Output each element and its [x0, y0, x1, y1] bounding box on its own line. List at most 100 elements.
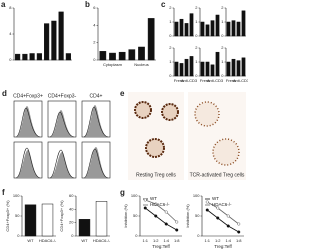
- y-tick-label: 0: [93, 57, 96, 62]
- bar: [138, 46, 145, 61]
- bar: [174, 61, 179, 77]
- y-tick-label: 0: [169, 73, 172, 78]
- y-tick-label: 50: [133, 213, 138, 218]
- y-tick-label: 100: [131, 193, 138, 198]
- y-tick-label: 2: [221, 5, 224, 10]
- bar: [184, 23, 189, 37]
- y-axis-label: CD4+Foxp3+ (%): [59, 200, 64, 232]
- bar: [231, 58, 236, 77]
- y-tick-label: 50: [195, 213, 200, 218]
- bar: [147, 18, 155, 61]
- legend-label: WT: [150, 196, 157, 201]
- y-tick-label: 8: [9, 5, 12, 10]
- y-tick-label: 2: [221, 45, 224, 50]
- bar: [128, 49, 136, 61]
- y-tick-label: 100: [193, 193, 200, 198]
- panel-letter: a: [1, 0, 6, 9]
- x-tick-label: WT: [27, 238, 34, 243]
- bar: [78, 219, 91, 237]
- y-tick-label: 1: [169, 19, 172, 24]
- column-header: CD4+Foxp3-: [48, 93, 77, 99]
- bar: [189, 56, 194, 77]
- point: [226, 214, 230, 218]
- panel-letter: g: [120, 188, 125, 197]
- y-tick-label: 1: [221, 59, 224, 64]
- axis: [97, 8, 156, 61]
- y-tick-label: 6: [93, 5, 96, 10]
- y-tick-label: 2: [195, 45, 198, 50]
- point: [237, 222, 241, 226]
- y-tick-label: 0: [71, 233, 74, 238]
- x-tick-label: 1:4: [163, 238, 169, 243]
- bar: [189, 13, 194, 37]
- bar: [241, 10, 246, 37]
- bar: [51, 20, 57, 61]
- y-tick-label: 1: [221, 19, 224, 24]
- y-tick-label: 50: [15, 213, 20, 218]
- bar: [236, 60, 241, 77]
- point: [216, 216, 220, 220]
- y-tick-label: 0: [197, 233, 200, 238]
- bar: [22, 53, 28, 61]
- y-tick-label: 2: [195, 5, 198, 10]
- figure: d CD4+Foxp3+ CD4+Foxp3- CD4+ e Resting T…: [1, 0, 248, 249]
- panel-letter: f: [2, 188, 5, 197]
- y-tick-label: 60: [69, 193, 74, 198]
- point: [143, 198, 147, 202]
- panel-letter: d: [2, 89, 7, 98]
- line: [145, 199, 178, 223]
- bar: [174, 21, 179, 37]
- bar: [15, 53, 21, 61]
- y-tick-label: 1: [169, 59, 172, 64]
- point: [164, 222, 168, 226]
- x-tick-label: 1:2: [153, 238, 159, 243]
- point: [143, 206, 147, 210]
- bar: [241, 57, 246, 77]
- point: [205, 208, 209, 212]
- legend-label: HDAC6-/-: [212, 202, 232, 207]
- line: [207, 209, 239, 233]
- point: [205, 200, 209, 204]
- x-axis-label: Treg:Teff: [152, 244, 170, 249]
- bar: [236, 21, 241, 37]
- bar: [179, 18, 184, 37]
- y-tick-label: 20: [69, 220, 74, 225]
- y-tick-label: 0: [135, 233, 138, 238]
- bar: [24, 204, 37, 237]
- bar: [210, 20, 215, 37]
- bar: [109, 52, 116, 61]
- y-tick-label: 100: [13, 193, 20, 198]
- bar: [44, 23, 50, 61]
- y-tick-label: 0: [195, 33, 198, 38]
- x-tick-label: 1:1: [142, 238, 148, 243]
- line: [207, 201, 239, 225]
- x-axis-label: Treg:Teff: [214, 244, 232, 249]
- line: [145, 207, 177, 231]
- micrographs: [128, 92, 246, 180]
- y-axis-label: CD4+Foxp3+ (%): [5, 200, 10, 232]
- bar: [205, 61, 210, 77]
- x-tick-label: 1:2: [215, 238, 221, 243]
- y-tick-label: 0: [195, 73, 198, 78]
- legend-label: WT: [212, 196, 219, 201]
- bar: [205, 24, 210, 37]
- y-tick-label: 1: [195, 19, 198, 24]
- bar: [210, 64, 215, 77]
- bar: [179, 63, 184, 77]
- x-tick-label: 1:4: [225, 238, 231, 243]
- image-caption: TCR-activated Treg cells: [190, 172, 245, 178]
- group-label: Fresh: [226, 78, 236, 83]
- x-tick-label: WT: [81, 238, 88, 243]
- group-label: Fresh: [174, 78, 184, 83]
- y-tick-label: 0: [17, 233, 20, 238]
- y-tick-label: 4: [93, 22, 96, 27]
- bar: [231, 20, 236, 37]
- bar: [226, 21, 231, 37]
- bar: [41, 203, 54, 237]
- group-label: Cytoplasm: [103, 62, 123, 67]
- x-tick-label: 1:8: [236, 238, 242, 243]
- y-tick-label: 0: [221, 33, 224, 38]
- legend-label: HDAC6-/-: [150, 202, 170, 207]
- bar: [58, 11, 64, 61]
- y-tick-label: 0: [9, 57, 12, 62]
